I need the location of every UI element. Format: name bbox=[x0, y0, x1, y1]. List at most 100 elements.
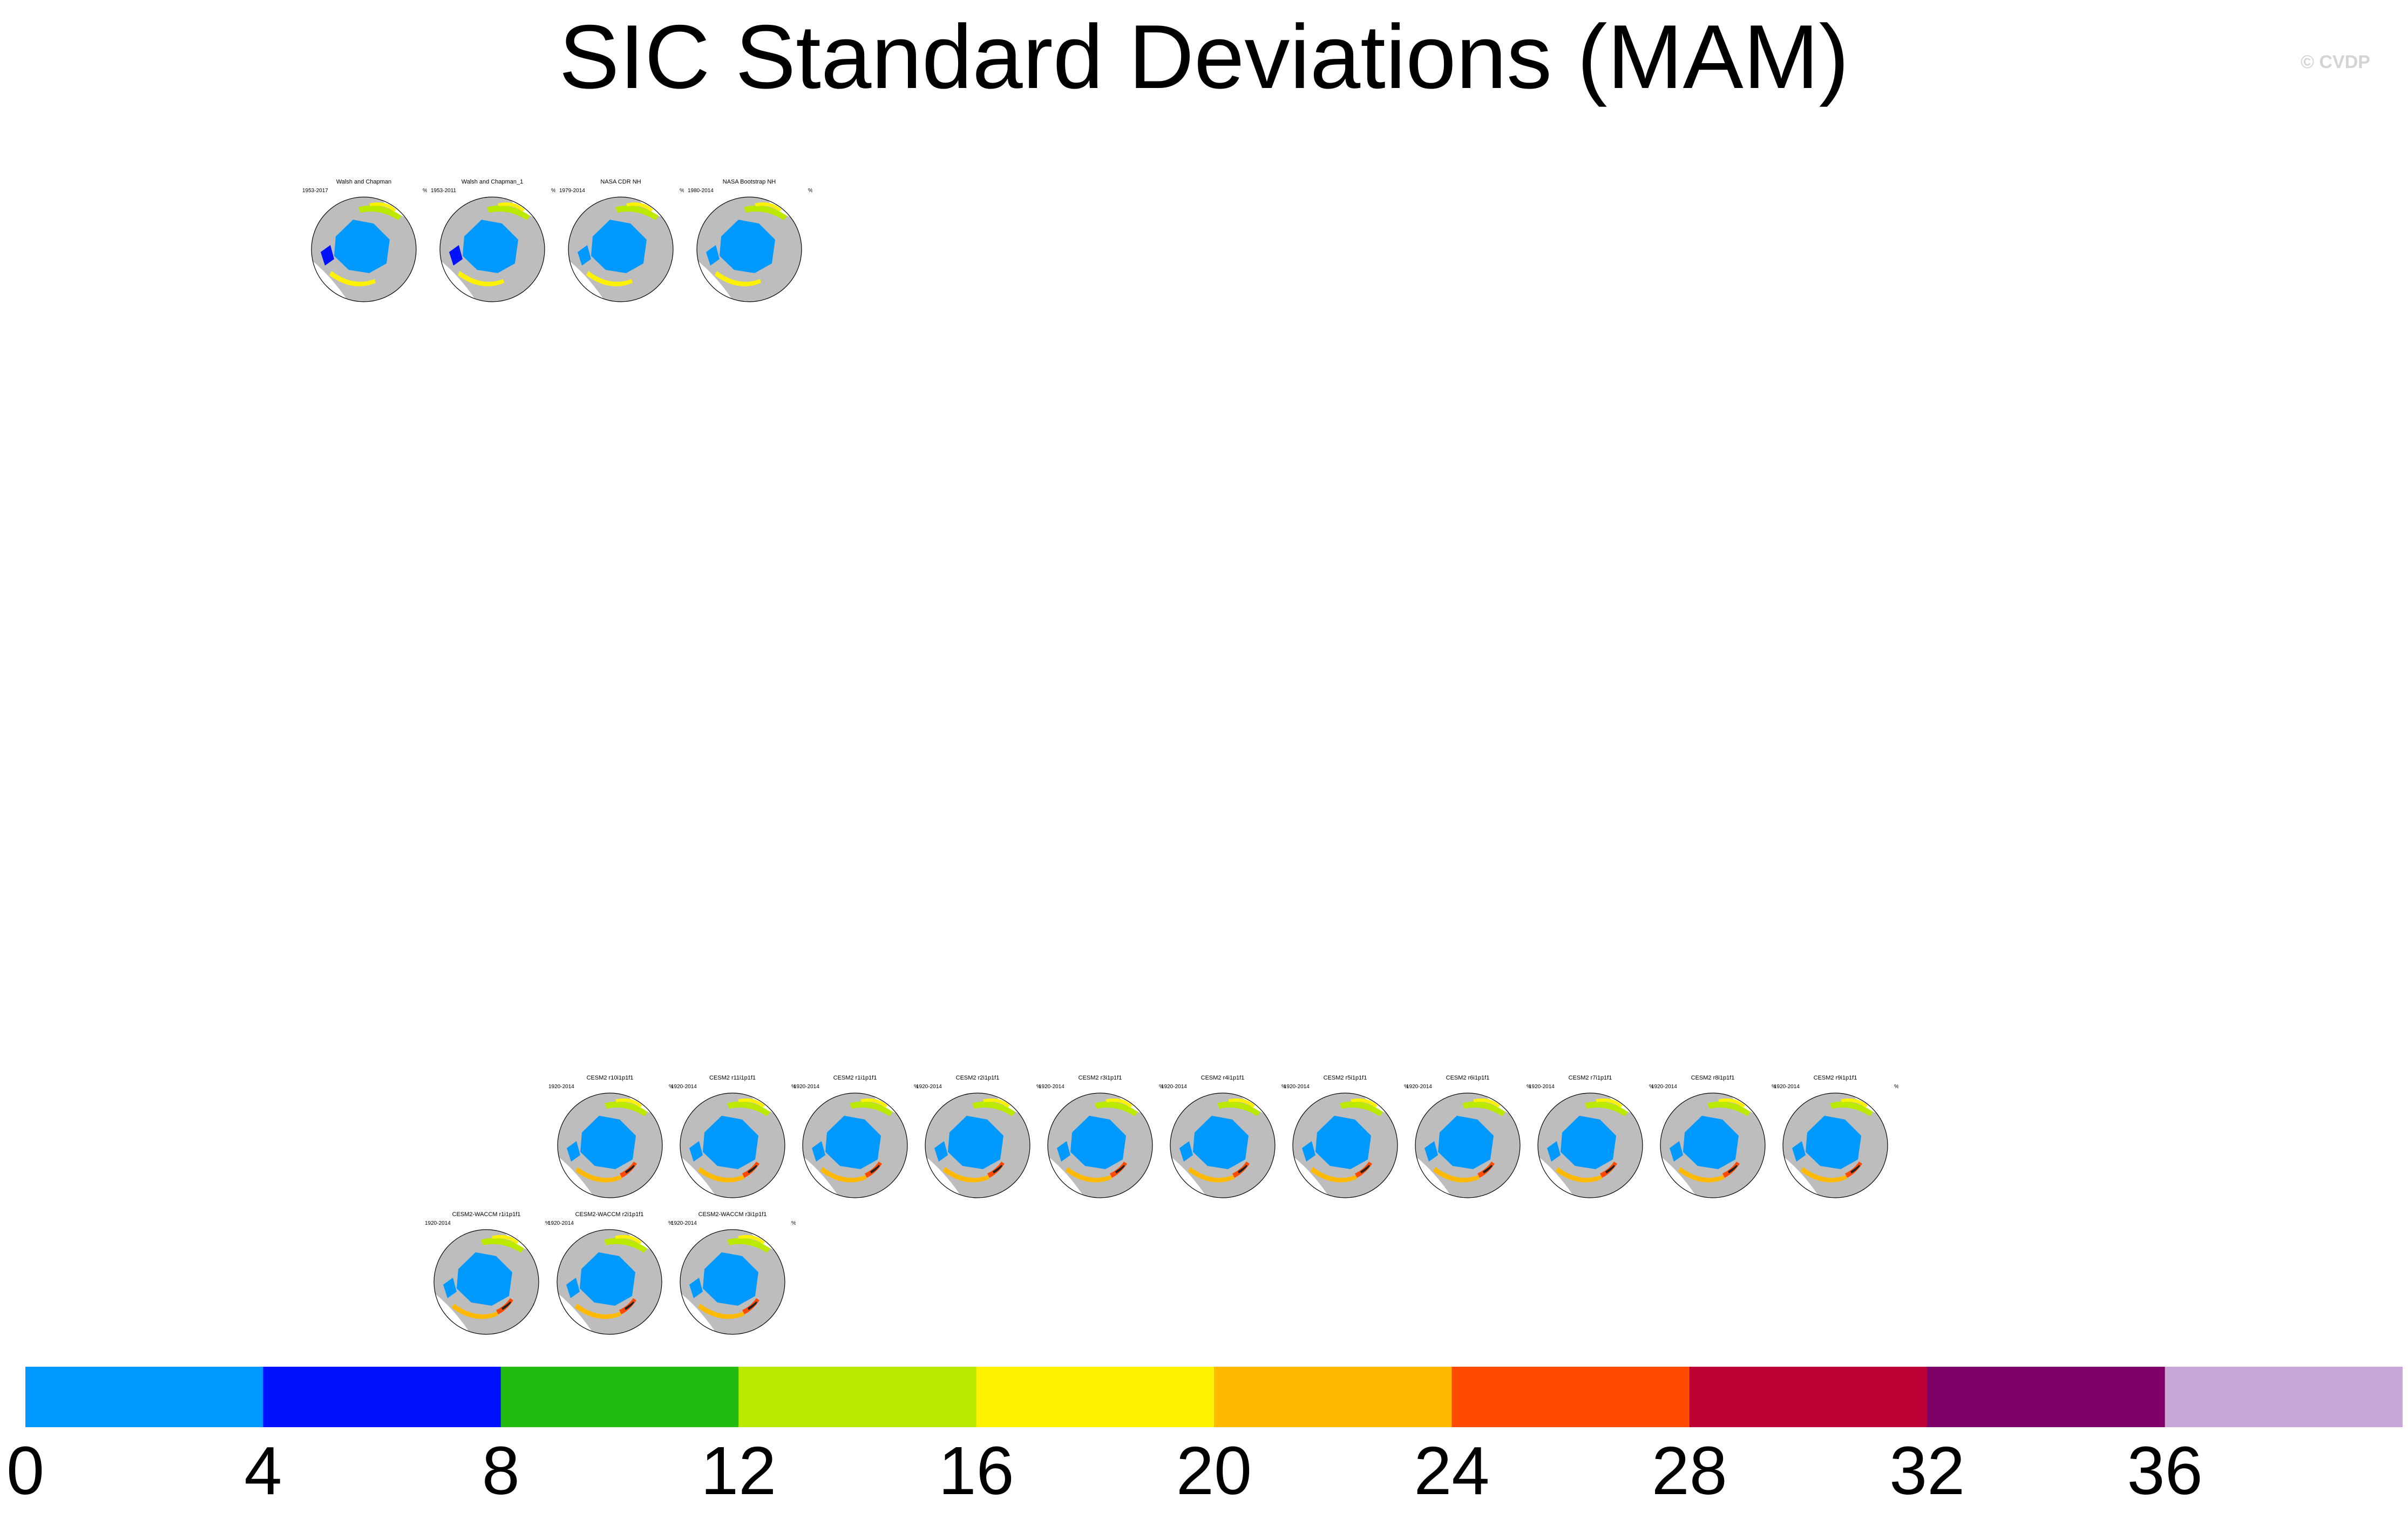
panel-units: % bbox=[791, 1084, 796, 1090]
barents-ice-core bbox=[870, 1165, 880, 1173]
panel-years: 1953-2017 bbox=[302, 188, 328, 194]
bering-ice-edge bbox=[604, 1238, 647, 1253]
bering-ice-edge bbox=[850, 1101, 893, 1116]
hudson-bay-ice bbox=[1792, 1141, 1806, 1162]
arctic-sea-ice bbox=[1193, 1116, 1249, 1169]
atlantic-ice-edge bbox=[698, 1304, 744, 1319]
map-panel: CESM2 r6i1p1f1 1920-2014% bbox=[1405, 1074, 1531, 1200]
panel-units: % bbox=[551, 188, 555, 194]
panel-units: % bbox=[668, 1220, 673, 1226]
colorbar-segment bbox=[25, 1367, 263, 1427]
panel-title: CESM2 r5i1p1f1 bbox=[1324, 1075, 1367, 1081]
barents-ice-core bbox=[501, 1301, 511, 1310]
map-boundary bbox=[680, 1093, 785, 1198]
map-boundary bbox=[680, 1229, 785, 1335]
barents-ice-core bbox=[1115, 1165, 1125, 1173]
panel-title: CESM2 r2i1p1f1 bbox=[956, 1075, 1000, 1081]
colorbar-tick-label: 28 bbox=[1651, 1433, 1727, 1509]
arctic-sea-ice bbox=[1806, 1116, 1861, 1169]
panel-units: % bbox=[423, 188, 427, 194]
map-panel: NASA Bootstrap NH 1980-2014% bbox=[686, 178, 812, 304]
bering-ice-edge bbox=[605, 1101, 648, 1116]
barents-ice-core bbox=[1238, 1165, 1247, 1173]
panel-units: % bbox=[791, 1220, 796, 1226]
barents-ice-core bbox=[1605, 1165, 1615, 1173]
okhotsk-ice-edge bbox=[738, 1235, 765, 1244]
hudson-bay-ice bbox=[706, 245, 720, 266]
panel-units: % bbox=[808, 188, 812, 194]
panel-title: NASA Bootstrap NH bbox=[723, 179, 776, 185]
panel-units: % bbox=[1159, 1084, 1163, 1090]
panel-years: 1920-2014 bbox=[916, 1084, 942, 1090]
panel-title: CESM2 r10i1p1f1 bbox=[587, 1075, 634, 1081]
hudson-bay-ice bbox=[812, 1141, 825, 1162]
map-panel: Walsh and Chapman 1953-2017% bbox=[301, 178, 427, 304]
panel-title: CESM2 r6i1p1f1 bbox=[1446, 1075, 1490, 1081]
okhotsk-ice-edge bbox=[369, 202, 396, 212]
bering-ice-edge bbox=[972, 1101, 1015, 1116]
colorbar-tick-label: 24 bbox=[1414, 1433, 1490, 1509]
map-panel: CESM2 r2i1p1f1 1920-2014% bbox=[914, 1074, 1041, 1200]
atlantic-ice-edge bbox=[1066, 1167, 1112, 1183]
panel-years: 1920-2014 bbox=[1161, 1084, 1187, 1090]
map-panel: CESM2 r5i1p1f1 1920-2014% bbox=[1282, 1074, 1408, 1200]
okhotsk-ice-edge bbox=[615, 1235, 642, 1244]
map-boundary bbox=[1537, 1093, 1643, 1198]
okhotsk-ice-edge bbox=[755, 202, 782, 212]
atlantic-ice-edge bbox=[943, 1167, 989, 1183]
barents-ice-core bbox=[625, 1165, 635, 1173]
hudson-bay-ice bbox=[1547, 1141, 1561, 1162]
hudson-bay-ice bbox=[443, 1278, 457, 1298]
figure-title: SIC Standard Deviations (MAM) bbox=[559, 6, 1849, 107]
hudson-bay-ice bbox=[566, 1278, 580, 1298]
arctic-sea-ice bbox=[1315, 1116, 1371, 1169]
panel-years: 1920-2014 bbox=[1651, 1084, 1677, 1090]
map-panel: Walsh and Chapman_1 1953-2011% bbox=[429, 178, 555, 304]
panel-title: Walsh and Chapman_1 bbox=[462, 179, 524, 185]
okhotsk-ice-edge bbox=[1473, 1098, 1500, 1108]
panel-units: % bbox=[1527, 1084, 1531, 1090]
copyright-watermark: © CVDP bbox=[2301, 52, 2370, 72]
colorbar-segment bbox=[263, 1367, 501, 1427]
map-boundary bbox=[1047, 1093, 1153, 1198]
hudson-bay-ice bbox=[449, 245, 463, 266]
hudson-bay-ice bbox=[1425, 1141, 1438, 1162]
panel-title: Walsh and Chapman bbox=[336, 179, 391, 185]
colorbar-tick-label: 20 bbox=[1176, 1433, 1252, 1509]
panel-years: 1920-2014 bbox=[425, 1220, 451, 1226]
colorbar bbox=[25, 1367, 2403, 1427]
arctic-sea-ice bbox=[334, 220, 390, 273]
arctic-sea-ice bbox=[580, 1252, 635, 1306]
panel-units: % bbox=[545, 1220, 550, 1226]
panel-title: CESM2 r3i1p1f1 bbox=[1078, 1075, 1122, 1081]
hudson-bay-ice bbox=[578, 245, 591, 266]
bering-ice-edge bbox=[727, 1238, 770, 1253]
bering-ice-edge bbox=[615, 205, 659, 220]
atlantic-ice-edge bbox=[820, 1167, 867, 1183]
map-panel: CESM2 r1i1p1f1 1920-2014% bbox=[792, 1074, 918, 1200]
panel-years: 1920-2014 bbox=[1284, 1084, 1310, 1090]
atlantic-ice-edge bbox=[452, 1304, 498, 1319]
map-boundary bbox=[1170, 1093, 1276, 1198]
map-boundary bbox=[696, 196, 802, 302]
panel-units: % bbox=[1894, 1084, 1898, 1090]
colorbar-tick-label: 0 bbox=[6, 1433, 45, 1509]
atlantic-ice-edge bbox=[586, 271, 633, 287]
hudson-bay-ice bbox=[689, 1278, 703, 1298]
atlantic-ice-edge bbox=[1678, 1167, 1725, 1183]
panel-years: 1920-2014 bbox=[793, 1084, 819, 1090]
okhotsk-ice-edge bbox=[626, 202, 653, 212]
map-boundary bbox=[433, 1229, 539, 1335]
arctic-sea-ice bbox=[1070, 1116, 1126, 1169]
map-boundary bbox=[802, 1093, 908, 1198]
colorbar-tick-label: 4 bbox=[244, 1433, 282, 1509]
bering-ice-edge bbox=[358, 205, 402, 220]
panel-units: % bbox=[1404, 1084, 1408, 1090]
atlantic-ice-edge bbox=[575, 1304, 621, 1319]
panel-units: % bbox=[914, 1084, 918, 1090]
map-panel: NASA CDR NH 1979-2014% bbox=[558, 178, 684, 304]
arctic-sea-ice bbox=[703, 1116, 758, 1169]
panel-units: % bbox=[1772, 1084, 1776, 1090]
